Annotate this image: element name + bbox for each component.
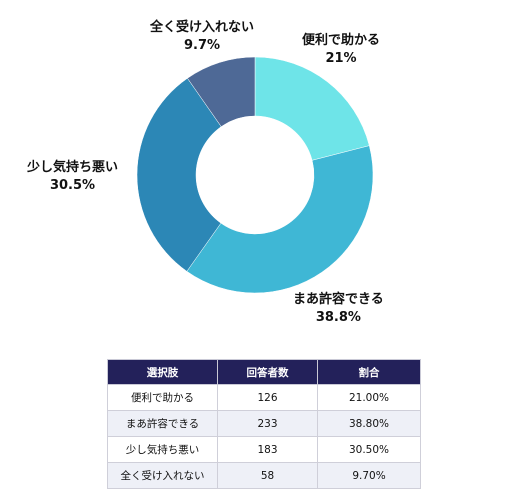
header-ratio: 割合 (317, 359, 421, 385)
slice-name: まあ許容できる (293, 292, 384, 307)
cell-ratio: 38.80% (317, 410, 421, 437)
table-row: 少し気持ち悪い 183 30.50% (107, 436, 421, 463)
cell-count: 233 (217, 410, 318, 437)
slice-name: 便利で助かる (302, 33, 381, 48)
table-row: まあ許容できる 233 38.80% (107, 410, 421, 437)
slice-label-ukeirenai: 全く受け入れない 9.7% (150, 19, 254, 55)
cell-choice: 少し気持ち悪い (107, 436, 218, 463)
slice-label-benri: 便利で助かる 21% (302, 32, 380, 68)
slice-label-kyoyou: まあ許容できる 38.8% (293, 291, 384, 327)
table-row: 全く受け入れない 58 9.70% (107, 462, 421, 489)
cell-choice: 便利で助かる (107, 384, 218, 411)
donut-slice-1 (254, 56, 370, 161)
donut-chart: 便利で助かる 21% まあ許容できる 38.8% 少し気持ち悪い 30.5% 全… (27, 19, 384, 327)
results-table: 選択肢 回答者数 割合 便利で助かる 126 21.00% まあ許容できる 23… (107, 359, 421, 489)
cell-count: 58 (217, 462, 318, 489)
slice-percent: 38.8% (315, 310, 361, 325)
donut-chart-svg (136, 56, 374, 294)
slice-percent: 30.5% (49, 178, 96, 193)
slice-name: 少し気持ち悪い (27, 160, 119, 175)
cell-count: 183 (217, 436, 318, 463)
header-choice: 選択肢 (107, 359, 218, 385)
cell-choice: まあ許容できる (107, 410, 218, 437)
donut-slice-4 (187, 56, 256, 127)
slice-label-kimochiwarui: 少し気持ち悪い 30.5% (27, 159, 118, 195)
cell-ratio: 21.00% (317, 384, 421, 411)
slice-percent: 21% (325, 51, 357, 66)
cell-choice: 全く受け入れない (107, 462, 218, 489)
slice-percent: 9.7% (183, 38, 221, 53)
table-row: 便利で助かる 126 21.00% (107, 384, 421, 411)
header-respondents: 回答者数 (217, 359, 318, 385)
cell-ratio: 9.70% (317, 462, 421, 489)
table-header-row: 選択肢 回答者数 割合 (107, 359, 421, 385)
cell-count: 126 (217, 384, 318, 411)
donut-slice-2 (186, 145, 374, 294)
donut-slice-3 (136, 77, 222, 272)
slice-name: 全く受け入れない (150, 20, 255, 35)
cell-ratio: 30.50% (317, 436, 421, 463)
